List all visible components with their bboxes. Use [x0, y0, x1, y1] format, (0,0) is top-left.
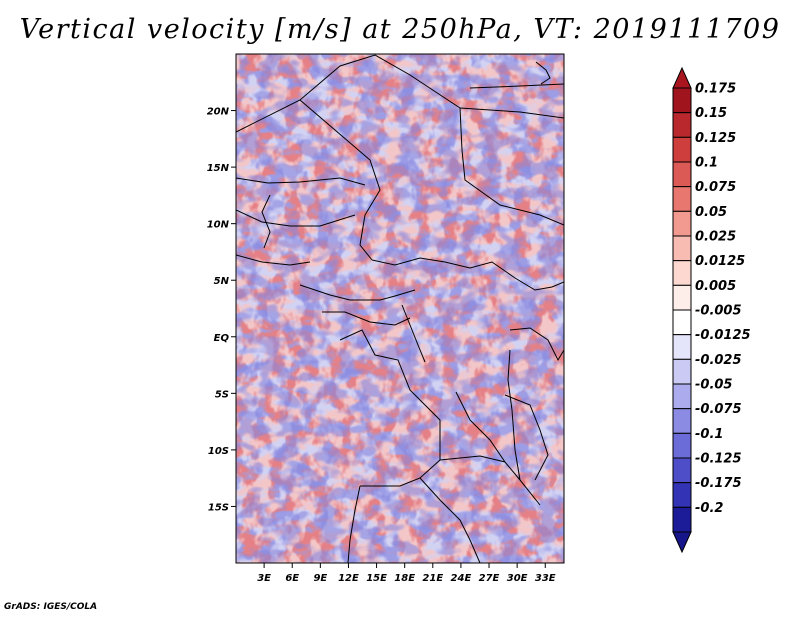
y-tick-label: 5N: [214, 276, 230, 287]
colorbar-label: 0.025: [695, 230, 736, 245]
colorbar-bottom-arrow: [672, 531, 692, 554]
x-tick-label: 3E: [257, 573, 271, 584]
map-frame: [235, 53, 565, 564]
x-tick-label: 33E: [535, 573, 556, 584]
y-tick-label: 5S: [215, 389, 229, 400]
colorbar-label: 0.1: [695, 156, 718, 171]
colorbar-cell: [672, 284, 692, 311]
colorbar-label: -0.05: [695, 378, 732, 393]
colorbar-label: 0.075: [695, 180, 736, 195]
colorbar-label: -0.0125: [695, 328, 751, 343]
colorbar-cell: [672, 136, 692, 163]
latitude-axis: 20N 15N 10N 5N EQ 5S 10S 15S: [207, 107, 236, 513]
colorbar-label: 0.005: [695, 279, 736, 294]
colorbar-cell: [672, 235, 692, 262]
x-tick-label: 12E: [338, 573, 359, 584]
x-tick-label: 15E: [366, 573, 387, 584]
colorbar-cell: [672, 161, 692, 188]
field-texture-blue: [236, 54, 564, 563]
x-tick-label: 27E: [479, 573, 500, 584]
colorbar-label: -0.025: [695, 353, 742, 368]
colorbar-cell: [672, 457, 692, 484]
colorbar-cell: [672, 334, 692, 360]
plot-title: Vertical velocity [m/s] at 250hPa, VT: 2…: [19, 14, 781, 45]
colorbar-cell: [672, 309, 692, 336]
longitude-axis: 3E 6E 9E 12E 15E 18E 21E 24E 27E 30E 33E: [257, 563, 556, 584]
colorbar-cell: [672, 408, 692, 434]
colorbar-label: 0.125: [695, 131, 736, 146]
y-tick-label: 15S: [208, 502, 229, 513]
colorbar-cell: [672, 432, 692, 459]
y-tick-label: 10S: [208, 446, 229, 457]
x-tick-label: 18E: [394, 573, 415, 584]
y-tick-label: 15N: [207, 163, 230, 174]
colorbar-cell: [672, 87, 692, 114]
colorbar-cell: [672, 186, 692, 212]
colorbar-top-arrow: [672, 66, 692, 89]
velocity-field-map: [236, 54, 564, 563]
y-tick-label: EQ: [214, 333, 230, 344]
y-tick-label: 20N: [207, 107, 230, 118]
x-tick-label: 9E: [313, 573, 327, 584]
y-tick-label: 10N: [207, 220, 230, 231]
colorbar-cell: [672, 383, 692, 410]
x-tick-label: 24E: [451, 573, 472, 584]
colorbar-label: -0.175: [695, 476, 742, 491]
colorbar-label: 0.05: [695, 205, 727, 220]
colorbar-label: -0.005: [695, 304, 742, 319]
colorbar-cell: [672, 210, 692, 237]
colorbar-label: -0.2: [695, 501, 723, 516]
colorbar-cell: [672, 260, 692, 286]
colorbar: 0.175 0.15 0.125 0.1 0.075 0.05 0.025 0.0125 0.0…: [672, 66, 751, 554]
x-tick-label: 30E: [507, 573, 528, 584]
colorbar-label: -0.125: [695, 452, 742, 467]
colorbar-label: 0.0125: [695, 254, 745, 269]
colorbar-label: 0.175: [695, 82, 736, 97]
colorbar-cell: [672, 358, 692, 385]
colorbar-cell: [672, 482, 692, 508]
country-borders: [236, 54, 564, 563]
grads-credit: GrADS: IGES/COLA: [4, 602, 98, 612]
x-tick-label: 21E: [422, 573, 443, 584]
colorbar-cell: [672, 506, 692, 533]
colorbar-label: -0.075: [695, 402, 742, 417]
colorbar-cell: [672, 112, 692, 138]
colorbar-label: 0.15: [695, 106, 727, 121]
x-tick-label: 6E: [285, 573, 299, 584]
colorbar-label: -0.1: [695, 427, 723, 442]
